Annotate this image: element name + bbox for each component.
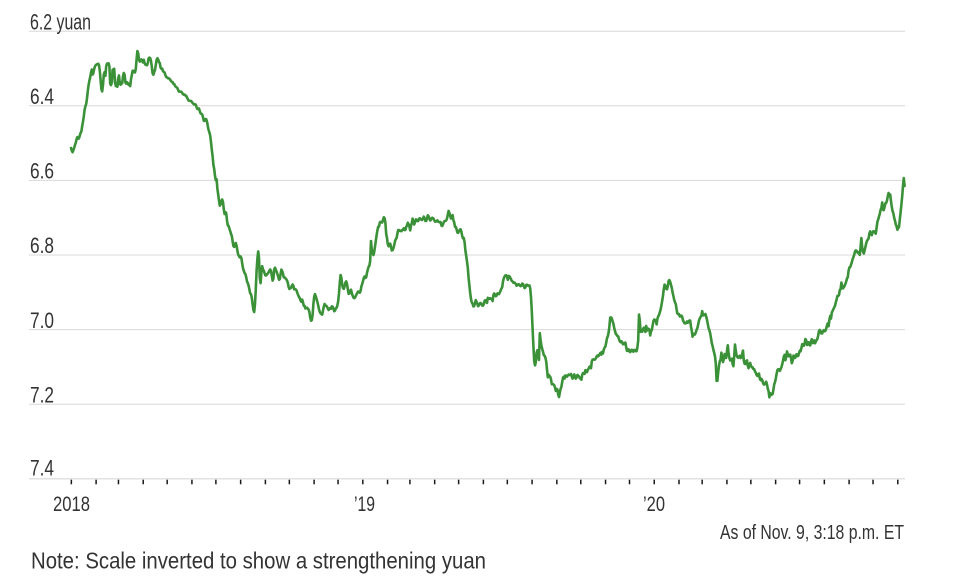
svg-text:As of Nov. 9, 3:18 p.m. ET: As of Nov. 9, 3:18 p.m. ET — [720, 521, 904, 544]
svg-text:’19: ’19 — [354, 493, 375, 516]
svg-text:2018: 2018 — [53, 493, 90, 516]
svg-text:Note: Scale inverted to show a: Note: Scale inverted to show a strengthe… — [31, 548, 486, 574]
svg-text:7.4: 7.4 — [30, 456, 54, 481]
svg-text:7.0: 7.0 — [30, 308, 54, 333]
svg-text:6.2 yuan: 6.2 yuan — [30, 10, 91, 35]
svg-text:6.6: 6.6 — [30, 159, 54, 184]
svg-text:6.8: 6.8 — [30, 233, 54, 258]
svg-text:7.2: 7.2 — [30, 382, 54, 407]
svg-text:’20: ’20 — [643, 493, 665, 516]
svg-text:6.4: 6.4 — [30, 84, 54, 109]
